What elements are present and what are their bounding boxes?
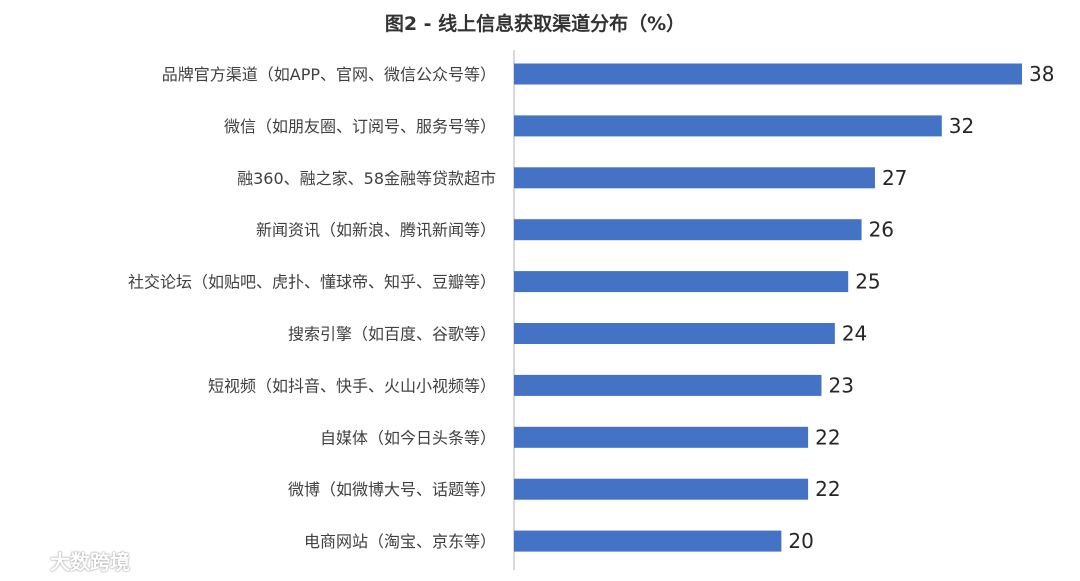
watermark: 大数跨境	[8, 546, 130, 575]
category-label: 微博（如微博大号、话题等）	[288, 480, 496, 499]
bar	[514, 323, 835, 344]
bar	[514, 63, 1022, 85]
data-label: 27	[882, 166, 907, 190]
category-label: 品牌官方渠道（如APP、官网、微信公众号等）	[162, 65, 496, 84]
category-label: 短视频（如抖音、快手、火山小视频等）	[208, 376, 496, 395]
bar	[514, 374, 822, 396]
bar	[514, 219, 862, 241]
data-label: 22	[815, 477, 840, 501]
data-label: 22	[815, 425, 840, 449]
data-label: 20	[788, 529, 813, 553]
bar	[514, 478, 809, 500]
category-label: 社交论坛（如贴吧、虎扑、懂球帝、知乎、豆瓣等）	[128, 273, 496, 292]
bar	[514, 115, 942, 137]
data-label: 26	[869, 218, 894, 242]
bar	[514, 167, 875, 189]
category-label: 搜索引擎（如百度、谷歌等）	[288, 325, 496, 344]
data-label: 24	[842, 322, 867, 346]
category-label: 新闻资讯（如新浪、腾讯新闻等）	[256, 221, 496, 240]
data-label: 23	[828, 373, 853, 397]
chart-title: 图2 - 线上信息获取渠道分布（%）	[385, 12, 685, 35]
category-label: 微信（如朋友圈、订阅号、服务号等）	[224, 117, 496, 136]
category-label: 融360、融之家、58金融等贷款超市	[237, 169, 496, 188]
bar	[514, 530, 782, 552]
data-label: 25	[855, 270, 880, 294]
category-label: 自媒体（如今日头条等）	[320, 428, 496, 447]
data-label: 38	[1029, 62, 1054, 86]
bar	[514, 271, 849, 293]
watermark-text: 大数跨境	[50, 550, 130, 574]
data-label: 32	[949, 114, 974, 138]
bar	[514, 426, 809, 448]
logo-icon	[8, 552, 44, 569]
category-label: 电商网站（淘宝、京东等）	[304, 532, 496, 551]
